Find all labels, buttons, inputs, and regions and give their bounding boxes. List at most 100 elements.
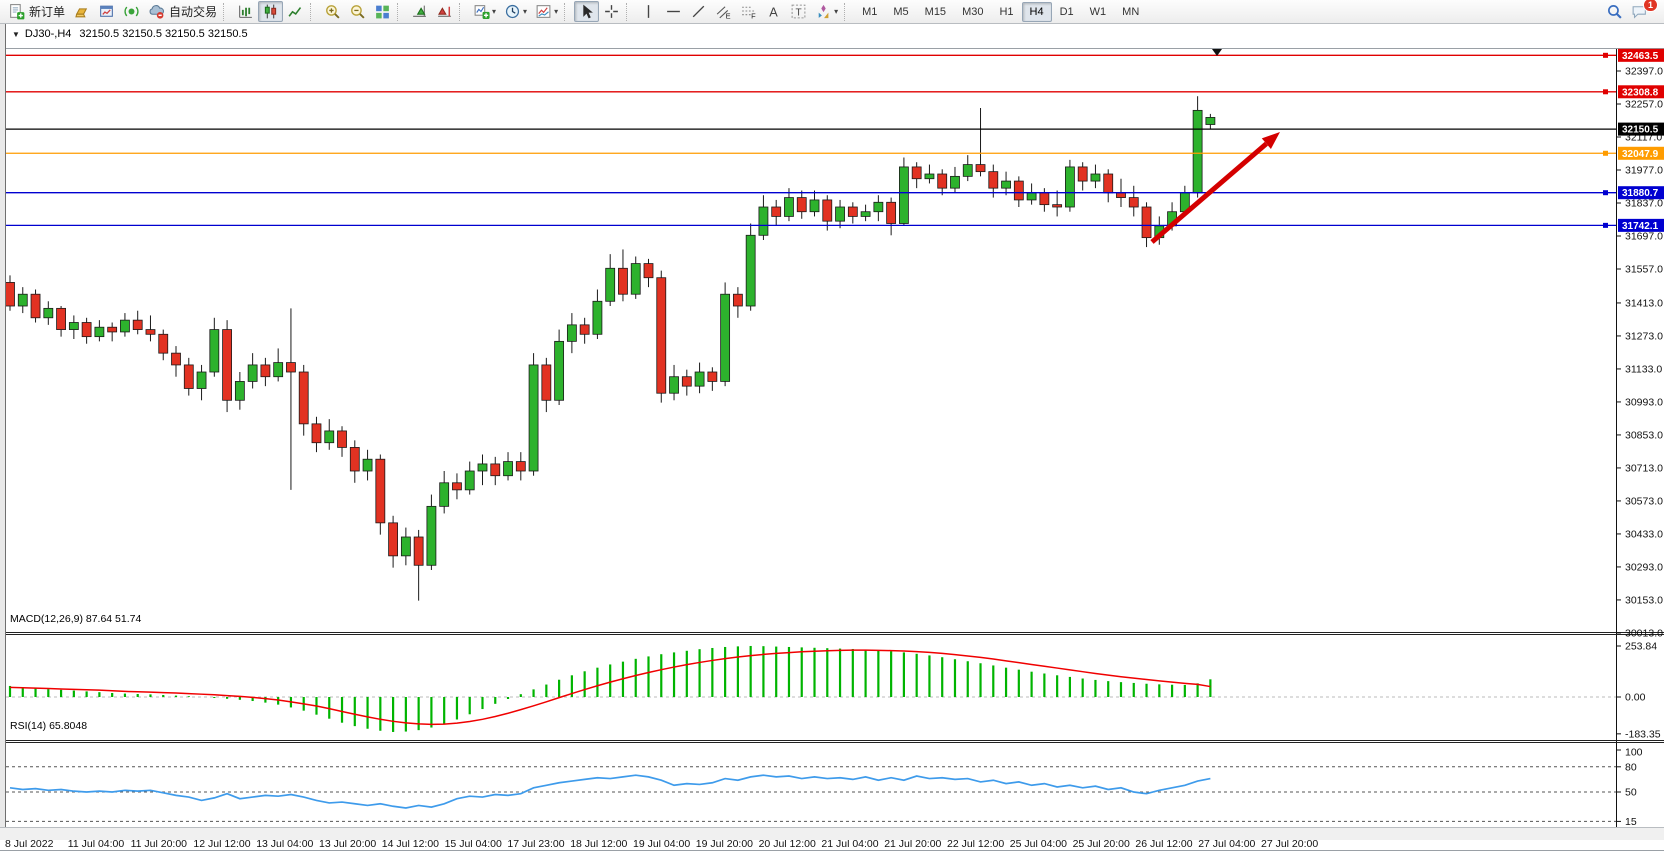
candle-bearish	[911, 166, 922, 180]
chevron-down-icon[interactable]: ▾	[492, 7, 497, 16]
price-badge-label: 31880.7	[1622, 188, 1659, 199]
svg-text:30293.0: 30293.0	[1625, 561, 1663, 573]
autotrading-button[interactable]: 自动交易	[144, 1, 221, 22]
chart-canvas[interactable]: 32397.032257.032117.031977.031837.031697…	[0, 24, 1664, 864]
chart-dropdown-icon[interactable]: ▼	[12, 29, 20, 39]
candle-bearish	[579, 324, 590, 335]
crosshair-button[interactable]	[599, 1, 624, 22]
candle-bullish	[273, 362, 284, 378]
price-badge-label: 32047.9	[1622, 149, 1659, 160]
candles	[5, 96, 1216, 601]
signal-icon	[123, 3, 140, 20]
chevron-down-icon[interactable]: ▾	[554, 7, 559, 16]
svg-text:100: 100	[1625, 747, 1643, 759]
chart-shift-button[interactable]	[432, 1, 457, 22]
market-watch-button[interactable]	[94, 1, 119, 22]
timeframe-h4[interactable]: H4	[1021, 1, 1052, 22]
candle-bullish	[962, 164, 973, 177]
candle-bullish	[720, 293, 731, 382]
fibonacci-button[interactable]: F	[736, 1, 761, 22]
candle-bullish	[464, 470, 475, 491]
price-badge	[1618, 85, 1664, 99]
clock-icon	[504, 3, 521, 20]
candlestick-chart-button[interactable]	[258, 1, 284, 22]
candle-bearish	[643, 263, 654, 279]
tile-windows-button[interactable]	[370, 1, 395, 22]
candle-bullish	[899, 166, 909, 224]
candle-bearish	[132, 319, 143, 330]
line-handle[interactable]	[1603, 150, 1608, 156]
timeframe-mn[interactable]: MN	[1122, 5, 1140, 18]
candle-bearish	[1052, 204, 1063, 208]
zoom-in-icon	[324, 3, 341, 20]
signals-button[interactable]	[119, 1, 144, 22]
candles-icon	[262, 3, 279, 20]
chevron-down-icon[interactable]: ▾	[834, 7, 839, 16]
svg-text:30993.0: 30993.0	[1625, 396, 1663, 408]
svg-text:-183.35: -183.35	[1625, 728, 1661, 740]
zoom-out-button[interactable]	[345, 1, 370, 22]
candle-bearish	[732, 293, 743, 307]
shapes-button[interactable]: ▾	[811, 1, 842, 22]
chevron-down-icon[interactable]: ▾	[523, 7, 528, 16]
horizontal-line-button[interactable]	[661, 1, 686, 22]
search-icon	[1606, 3, 1623, 20]
new-chart-button[interactable]	[69, 1, 94, 22]
line-handle[interactable]	[1603, 89, 1608, 95]
text-button[interactable]: A	[761, 1, 786, 22]
toolbar-group	[233, 1, 308, 22]
zoom-in-button[interactable]	[320, 1, 345, 22]
trend-arrow-shaft[interactable]	[1150, 141, 1268, 244]
svg-text:15: 15	[1625, 816, 1637, 828]
toolbar-group: ▾ ▾ ▾	[469, 1, 562, 22]
period-button[interactable]: ▾	[500, 1, 531, 22]
timeframe-w1[interactable]: W1	[1089, 5, 1107, 18]
line-handle[interactable]	[1603, 222, 1608, 228]
candle-bullish	[362, 458, 373, 472]
price-badge	[1618, 186, 1664, 200]
candle-bearish	[1128, 197, 1139, 208]
new-order-button[interactable]: 新订单	[4, 1, 69, 22]
timeframe-h1[interactable]: H1	[999, 5, 1014, 18]
indicators-button[interactable]: ▾	[469, 1, 500, 22]
toolbar-groups: 新订单 自动交易 ▾ ▾ ▾ E F A T ▾	[4, 1, 842, 22]
price-badge-label: 32150.5	[1622, 125, 1659, 136]
bars-chart-button[interactable]	[233, 1, 258, 22]
candle-bearish	[771, 206, 782, 217]
chat-button[interactable]: 1	[1627, 0, 1658, 22]
candle-bearish	[707, 371, 718, 382]
candle-bullish	[809, 199, 820, 213]
trend-arrow-head[interactable]	[1261, 132, 1280, 150]
line-handle[interactable]	[1603, 190, 1608, 196]
text-label-button[interactable]: T	[786, 1, 811, 22]
candle-bullish	[924, 173, 935, 180]
timeframe-m1[interactable]: M1	[862, 5, 878, 18]
trendline-button[interactable]	[686, 1, 711, 22]
svg-text:30013.0: 30013.0	[1625, 627, 1663, 639]
candle-bullish	[1001, 180, 1011, 189]
vertical-line-button[interactable]	[636, 1, 661, 22]
equidistant-channel-button[interactable]: E	[711, 1, 736, 22]
svg-text:31697.0: 31697.0	[1625, 230, 1663, 242]
line-handle[interactable]	[1603, 52, 1608, 58]
candle-bearish	[298, 371, 309, 425]
line-chart-button[interactable]	[283, 1, 308, 22]
price-badge	[1618, 122, 1664, 136]
timeframe-m5[interactable]: M5	[893, 5, 909, 18]
svg-text:30853.0: 30853.0	[1625, 429, 1663, 441]
tline-icon	[690, 3, 707, 20]
timeframe-m30[interactable]: M30	[962, 5, 984, 18]
timeframe-m15[interactable]: M15	[924, 5, 947, 18]
candle-bullish	[439, 482, 450, 507]
svg-text:30433.0: 30433.0	[1625, 528, 1663, 540]
auto-scroll-button[interactable]	[407, 1, 432, 22]
templates-button[interactable]: ▾	[531, 1, 562, 22]
candle-bearish	[452, 482, 462, 491]
candle-bearish	[171, 352, 181, 366]
candle-bearish	[975, 164, 986, 173]
svg-text:30573.0: 30573.0	[1625, 495, 1663, 507]
cursor-button[interactable]	[574, 1, 600, 22]
search-button[interactable]	[1602, 1, 1627, 22]
timeframe-d1[interactable]: D1	[1059, 5, 1074, 18]
chart-window[interactable]: 32397.0 32257.0 32117.0 31977.0 31837.0 31697…	[0, 24, 1664, 851]
